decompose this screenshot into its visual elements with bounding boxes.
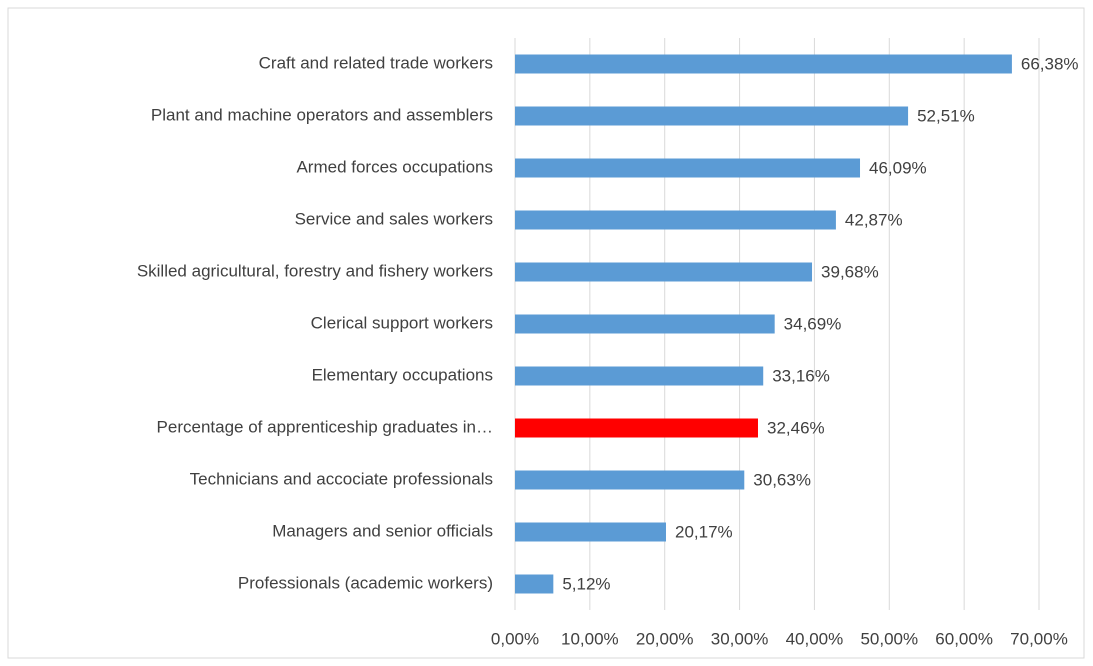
y-tick-label: Service and sales workers: [295, 209, 493, 228]
data-label: 20,17%: [675, 522, 733, 541]
data-label: 52,51%: [917, 106, 975, 125]
x-tick-label: 70,00%: [1010, 629, 1068, 648]
bar: [515, 366, 764, 386]
bar: [515, 262, 813, 282]
bar: [515, 522, 666, 542]
y-tick-label: Percentage of apprenticeship graduates i…: [157, 417, 493, 436]
y-tick-label: Skilled agricultural, forestry and fishe…: [137, 261, 493, 280]
data-label: 66,38%: [1021, 54, 1079, 73]
x-tick-label: 0,00%: [491, 629, 539, 648]
bar: [515, 314, 775, 334]
data-label: 32,46%: [767, 418, 825, 437]
data-label: 34,69%: [784, 314, 842, 333]
bar: [515, 54, 1012, 74]
bar: [515, 574, 554, 594]
y-tick-label: Craft and related trade workers: [259, 53, 493, 72]
bar: [515, 210, 836, 230]
data-label: 33,16%: [772, 366, 830, 385]
bar: [515, 418, 758, 438]
y-tick-label: Clerical support workers: [311, 313, 493, 332]
x-tick-label: 30,00%: [711, 629, 769, 648]
y-tick-label: Professionals (academic workers): [238, 573, 493, 592]
bar: [515, 158, 861, 178]
data-label: 42,87%: [845, 210, 903, 229]
x-tick-label: 20,00%: [636, 629, 694, 648]
x-tick-label: 40,00%: [786, 629, 844, 648]
data-label: 5,12%: [562, 574, 610, 593]
y-tick-label: Managers and senior officials: [272, 521, 493, 540]
y-tick-label: Armed forces occupations: [296, 157, 493, 176]
x-tick-label: 10,00%: [561, 629, 619, 648]
y-tick-label: Plant and machine operators and assemble…: [151, 105, 493, 124]
data-label: 46,09%: [869, 158, 927, 177]
bar: [515, 470, 745, 490]
x-tick-label: 60,00%: [935, 629, 993, 648]
bar: [515, 106, 909, 126]
y-tick-label: Elementary occupations: [312, 365, 493, 384]
data-label: 30,63%: [753, 470, 811, 489]
y-tick-label: Technicians and accociate professionals: [190, 469, 493, 488]
x-tick-label: 50,00%: [860, 629, 918, 648]
data-label: 39,68%: [821, 262, 879, 281]
